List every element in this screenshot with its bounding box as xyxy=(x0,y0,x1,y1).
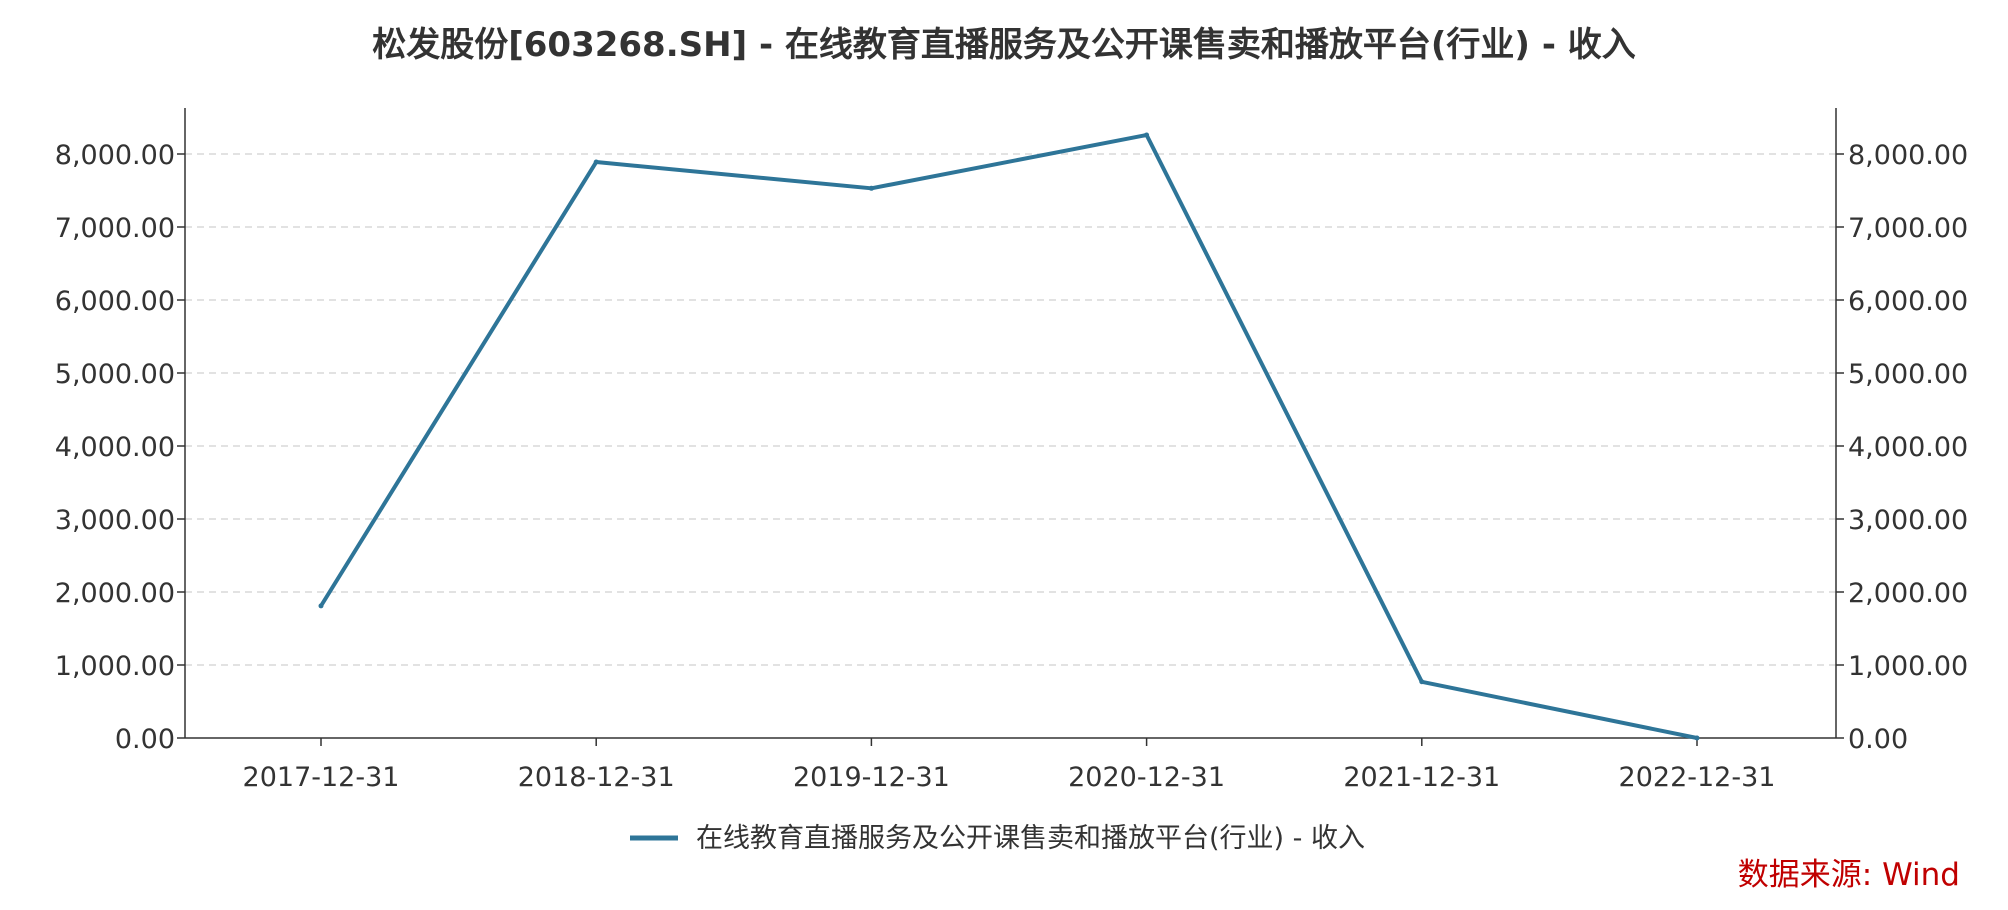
y-tick-label-left: 8,000.00 xyxy=(55,140,175,171)
y-tick-label-left: 5,000.00 xyxy=(55,359,175,390)
series-line xyxy=(319,133,1698,740)
data-point xyxy=(593,159,599,165)
series-group xyxy=(318,132,1700,741)
chart-title: 松发股份[603268.SH] - 在线教育直播服务及公开课售卖和播放平台(行业… xyxy=(372,25,1636,65)
y-tick-label-left: 1,000.00 xyxy=(55,651,175,682)
y-tick-label-right: 2,000.00 xyxy=(1848,578,1968,609)
x-tick-label: 2022-12-31 xyxy=(1619,762,1776,793)
x-axis-ticks: 2017-12-31 2018-12-31 2019-12-31 2020-12-31… xyxy=(243,738,1776,793)
y-tick-label-right: 5,000.00 xyxy=(1848,359,1968,390)
y-tick-label-right: 4,000.00 xyxy=(1848,432,1968,463)
axes xyxy=(184,108,1837,739)
y-tick-label-left: 4,000.00 xyxy=(55,432,175,463)
grid-lines xyxy=(185,153,1836,666)
legend-label: 在线教育直播服务及公开课售卖和播放平台(行业) - 收入 xyxy=(696,823,1365,854)
data-point xyxy=(868,185,874,191)
legend[interactable]: 在线教育直播服务及公开课售卖和播放平台(行业) - 收入 xyxy=(630,823,1365,854)
y-axis-left-ticks: 0.00 1,000.00 2,000.00 3,000.00 4,000.00 5,00… xyxy=(55,140,185,755)
y-tick-label-right: 3,000.00 xyxy=(1848,505,1968,536)
y-tick-label-left: 6,000.00 xyxy=(55,286,175,317)
data-point xyxy=(318,603,324,609)
data-point xyxy=(1419,679,1425,685)
data-point xyxy=(1144,132,1150,138)
x-tick-label: 2017-12-31 xyxy=(243,762,400,793)
data-point xyxy=(1694,735,1700,741)
y-tick-label-left: 0.00 xyxy=(115,724,175,755)
y-tick-label-right: 7,000.00 xyxy=(1848,213,1968,244)
y-axis-right-ticks: 0.00 1,000.00 2,000.00 3,000.00 4,000.00 5,00… xyxy=(1836,140,1968,755)
x-tick-label: 2019-12-31 xyxy=(793,762,950,793)
data-source-label: 数据来源: Wind xyxy=(1738,857,1960,893)
y-tick-label-right: 8,000.00 xyxy=(1848,140,1968,171)
y-tick-label-right: 1,000.00 xyxy=(1848,651,1968,682)
x-tick-label: 2020-12-31 xyxy=(1068,762,1225,793)
x-tick-label: 2018-12-31 xyxy=(518,762,675,793)
x-tick-label: 2021-12-31 xyxy=(1343,762,1500,793)
y-tick-label-left: 7,000.00 xyxy=(55,213,175,244)
y-tick-label-left: 3,000.00 xyxy=(55,505,175,536)
y-tick-label-right: 6,000.00 xyxy=(1848,286,1968,317)
y-tick-label-right: 0.00 xyxy=(1848,724,1908,755)
y-tick-label-left: 2,000.00 xyxy=(55,578,175,609)
